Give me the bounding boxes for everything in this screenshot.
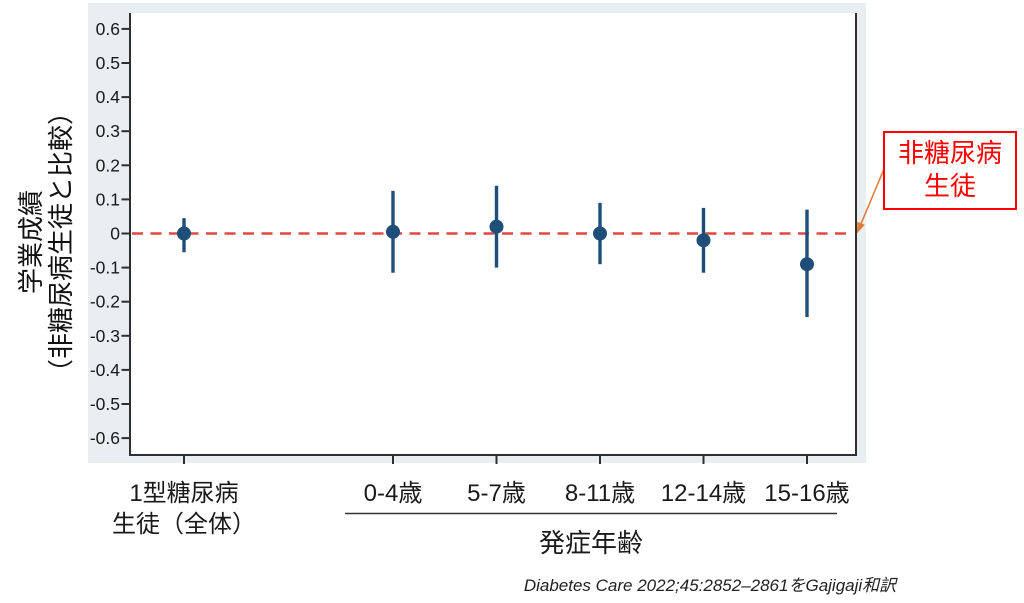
- x-category-label: 12-14歳: [660, 480, 747, 507]
- y-axis-title-line1: 学業成績: [16, 190, 46, 295]
- non-diabetic-students-annotation: 非糖尿病 生徒: [883, 131, 1017, 210]
- annotation-line1: 非糖尿病: [897, 138, 1002, 168]
- y-axis-title: 学業成績 （非糖尿病生徒と比較）: [16, 72, 78, 412]
- plot-area: [129, 13, 857, 456]
- citation-text: Diabetes Care 2022;45:2852–2861をGajigaji…: [523, 576, 897, 595]
- x-category-label: 1型糖尿病 生徒（全体）: [112, 480, 256, 538]
- x-category-label: 15-16歳: [764, 480, 850, 507]
- y-axis-title-line2: （非糖尿病生徒と比較）: [46, 99, 76, 386]
- x-axis-onset-age-label: 発症年齢: [538, 528, 643, 558]
- x-category-label: 0-4歳: [363, 480, 423, 507]
- annotation-line2: 生徒: [923, 171, 976, 201]
- x-category-label: 5-7歳: [467, 480, 526, 507]
- x-category-label: 8-11歳: [564, 480, 636, 507]
